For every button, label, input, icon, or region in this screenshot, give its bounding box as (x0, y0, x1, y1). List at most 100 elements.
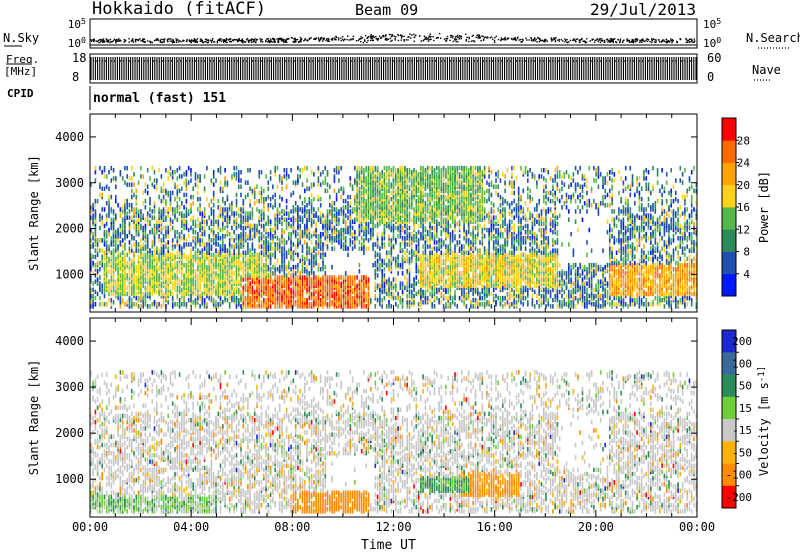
power-panel-cell (308, 236, 311, 241)
power-panel-cell (356, 275, 358, 280)
noise-point (242, 40, 244, 42)
power-panel-cell (354, 236, 356, 241)
power-panel-cell (247, 242, 249, 247)
power-panel-cell (160, 198, 163, 204)
power-panel-cell (203, 246, 206, 251)
power-panel-cell (310, 192, 313, 198)
power-panel-cell (365, 291, 367, 297)
noise-point (115, 40, 118, 42)
noise-point (300, 41, 302, 43)
power-panel-cell (324, 242, 327, 247)
noise-point (273, 40, 275, 42)
power-panel-cell (260, 254, 263, 260)
power-panel-cell (388, 242, 390, 247)
power-panel-cell (105, 234, 108, 239)
power-panel-cell (99, 275, 101, 280)
power-panel-cell (383, 273, 386, 278)
power-panel-cell (288, 264, 290, 270)
noise-point (581, 38, 583, 40)
power-panel-cell (181, 201, 183, 206)
power-panel-cell (156, 264, 158, 270)
power-panel-cell (365, 236, 367, 241)
power-panel-cell (185, 198, 188, 204)
power-panel-cell (253, 277, 256, 282)
power-panel-cell (317, 262, 320, 268)
power-panel-cell (395, 287, 397, 293)
power-panel-cell (274, 229, 276, 235)
power-panel-cell (342, 279, 345, 284)
noise-point (246, 39, 248, 41)
power-panel-cell (267, 240, 270, 245)
power-panel-cell (183, 262, 185, 268)
power-panel-cell (108, 285, 110, 290)
power-panel-cell (215, 283, 217, 288)
noise-point (690, 38, 692, 40)
power-panel-cell (135, 227, 138, 233)
power-panel-cell (110, 250, 113, 255)
power-panel-cell (365, 275, 367, 280)
power-panel-cell (383, 227, 386, 233)
power-panel-cell (370, 213, 372, 218)
power-panel-cell (347, 225, 349, 231)
power-panel-cell (376, 165, 379, 171)
power-panel-cell (390, 168, 393, 173)
power-panel-cell (306, 269, 308, 274)
power-panel-cell (354, 207, 356, 212)
power-panel-cell (162, 182, 165, 187)
power-panel-cell (333, 168, 336, 173)
power-panel-cell (281, 176, 283, 181)
noise-point (195, 40, 198, 43)
power-panel-cell (165, 234, 167, 239)
power-panel-cell (388, 205, 390, 210)
power-panel-cell (292, 242, 295, 247)
noise-point (451, 35, 453, 37)
power-panel-cell (219, 205, 222, 210)
power-panel-cell (349, 209, 352, 214)
power-panel-cell (370, 297, 372, 303)
power-panel-cell (376, 283, 379, 288)
noise-point (150, 41, 152, 43)
power-panel-cell (249, 186, 251, 191)
noise-point (444, 40, 447, 42)
power-panel-cell (292, 190, 295, 196)
power-panel-cell (329, 209, 331, 214)
power-panel-cell (194, 223, 197, 229)
noise-point (102, 41, 104, 43)
power-panel-cell (140, 174, 142, 179)
power-panel-cell (174, 213, 176, 218)
noise-point (210, 41, 213, 44)
power-panel-cell (199, 178, 201, 183)
power-panel-cell (240, 207, 242, 212)
power-panel-cell (108, 244, 110, 249)
power-panel-cell (217, 289, 220, 295)
noise-point (172, 38, 174, 41)
power-panel-cell (178, 252, 181, 257)
noise-point (92, 39, 94, 41)
noise-point (630, 41, 632, 43)
noise-point (455, 40, 457, 43)
power-panel-cell (281, 215, 283, 220)
power-panel-cell (304, 196, 306, 202)
power-panel-cell (276, 165, 279, 171)
power-panel-cell (258, 244, 260, 249)
noise-point (470, 40, 473, 42)
noise-point (299, 39, 302, 41)
power-panel-cell (231, 252, 233, 257)
power-panel-cell (251, 234, 254, 239)
noise-point (435, 37, 438, 39)
noise-point (272, 38, 274, 40)
power-panel-cell (310, 277, 313, 282)
power-panel-cell (242, 262, 245, 268)
power-panel-cell (367, 221, 370, 227)
power-panel-cell (347, 246, 349, 251)
noise-point (252, 39, 255, 41)
power-panel-cell (322, 170, 324, 175)
noise-point (102, 38, 105, 40)
noise-point (323, 37, 325, 39)
power-panel-cell (224, 176, 226, 181)
power-panel-cell (367, 291, 370, 297)
noise-point (348, 39, 350, 41)
power-panel-cell (158, 194, 160, 200)
power-panel-cell (358, 186, 361, 191)
noise-point (195, 39, 197, 41)
